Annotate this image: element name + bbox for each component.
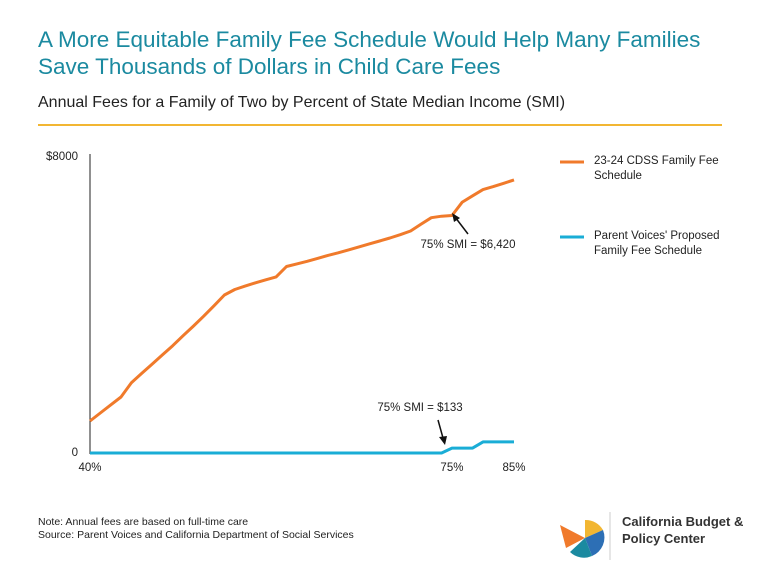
series-line [90,440,514,455]
x-tick-label: 85% [502,462,525,474]
chart-subtitle: Annual Fees for a Family of Two by Perce… [38,94,566,111]
arrow-head [439,436,447,445]
legend-label: Parent Voices' Proposed Family Fee Sched… [594,230,720,257]
x-tick-label: 75% [440,462,463,474]
chart-title: A More Equitable Family Fee Schedule Wou… [38,27,701,79]
series-line [89,178,515,423]
annotation: 75% SMI = $133 [377,402,462,414]
annotation: 75% SMI = $6,420 [421,239,516,251]
note: Note: Annual fees are based on full-time… [38,516,249,528]
x-tick-label: 40% [78,462,101,474]
y-tick-label: $8000 [46,151,78,163]
arrow-head [452,213,460,222]
header-rule [38,124,722,126]
y-tick-label: 0 [72,447,78,459]
source: Source: Parent Voices and California Dep… [38,529,354,541]
annotation-arrow [437,419,444,439]
brand: California Budget & Policy Center [622,514,744,546]
logo [560,512,611,560]
legend-label: 23-24 CDSS Family Fee Schedule [594,155,719,182]
footnote: Note: Annual fees are based on full-time… [38,516,354,542]
